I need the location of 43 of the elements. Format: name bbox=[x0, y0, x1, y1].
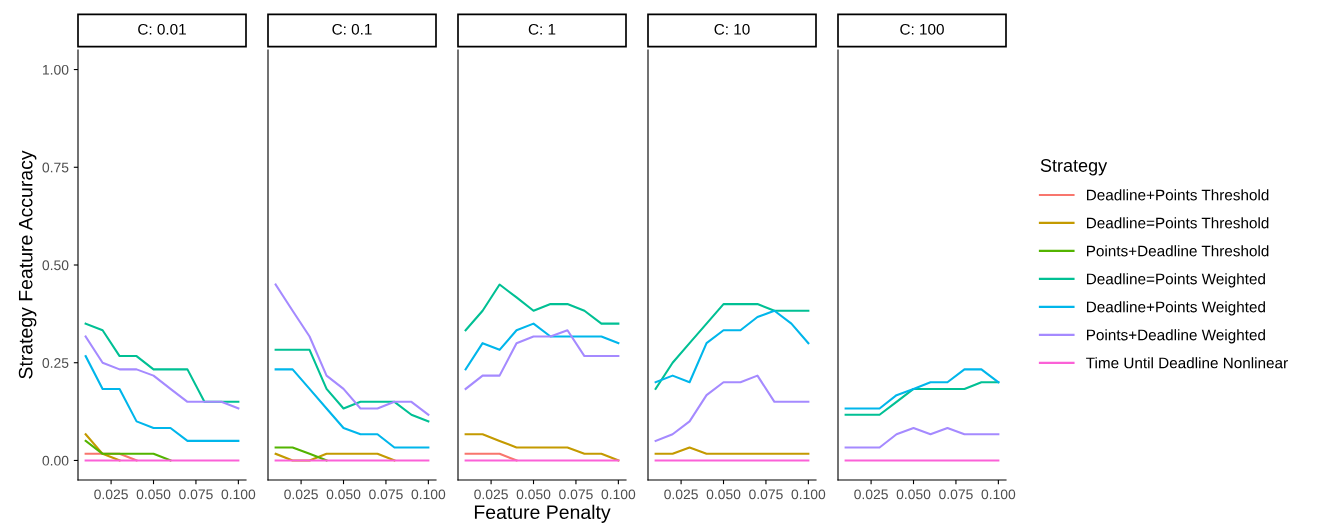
legend-label: Points+Deadline Threshold bbox=[1087, 245, 1269, 257]
legend-title: Strategy bbox=[1040, 159, 1108, 176]
x-tick-label: 0.075 bbox=[939, 489, 973, 500]
x-axis-title: Feature Penalty bbox=[474, 504, 611, 523]
chart-title: C: 100 bbox=[900, 23, 944, 35]
legend-label: Deadline=Points Threshold bbox=[1087, 217, 1269, 229]
chart-title: C: 1 bbox=[528, 23, 556, 35]
x-tick-label: 0.050 bbox=[896, 489, 931, 500]
x-tick-label: 0.075 bbox=[179, 489, 213, 500]
chart-title: C: 0.1 bbox=[332, 23, 372, 35]
legend-label: Deadline+Points Weighted bbox=[1087, 301, 1265, 316]
y-tick-label: 0.00 bbox=[42, 455, 69, 466]
y-tick-label: 0.50 bbox=[42, 260, 69, 271]
legend-label: Time Until Deadline Nonlinear bbox=[1086, 357, 1288, 369]
y-tick-label: 1.00 bbox=[43, 64, 69, 75]
legend-label: Points+Deadline Weighted bbox=[1087, 329, 1265, 344]
x-tick-label: 0.025 bbox=[474, 489, 508, 500]
x-tick-label: 0.050 bbox=[516, 489, 551, 500]
x-tick-label: 0.075 bbox=[369, 489, 403, 500]
x-tick-label: 0.050 bbox=[706, 489, 741, 500]
x-tick-label: 0.025 bbox=[94, 489, 128, 500]
x-tick-label: 0.050 bbox=[326, 489, 361, 500]
chart-title: C: 10 bbox=[714, 23, 750, 35]
x-tick-label: 0.075 bbox=[559, 489, 593, 500]
x-tick-label: 0.100 bbox=[221, 489, 256, 500]
legend-label: Deadline=Points Weighted bbox=[1087, 273, 1265, 288]
legend-label: Deadline+Points Threshold bbox=[1087, 189, 1269, 201]
chart-title: C: 0.01 bbox=[138, 23, 186, 35]
line-series bbox=[84, 355, 240, 442]
x-tick-label: 0.025 bbox=[284, 489, 318, 500]
x-tick-label: 0.100 bbox=[411, 489, 446, 500]
x-tick-label: 0.025 bbox=[664, 489, 698, 500]
x-tick-label: 0.100 bbox=[981, 489, 1016, 500]
y-axis-title: Strategy Feature Accuracy bbox=[18, 150, 37, 379]
y-tick-label: 0.75 bbox=[42, 162, 69, 173]
x-tick-label: 0.050 bbox=[136, 489, 171, 500]
x-tick-label: 0.025 bbox=[854, 489, 888, 500]
line-series bbox=[84, 322, 240, 403]
line-series bbox=[84, 335, 240, 410]
x-tick-label: 0.100 bbox=[601, 489, 636, 500]
y-tick-label: 0.25 bbox=[42, 358, 69, 368]
x-tick-label: 0.100 bbox=[791, 489, 826, 500]
x-tick-label: 0.075 bbox=[749, 489, 783, 500]
